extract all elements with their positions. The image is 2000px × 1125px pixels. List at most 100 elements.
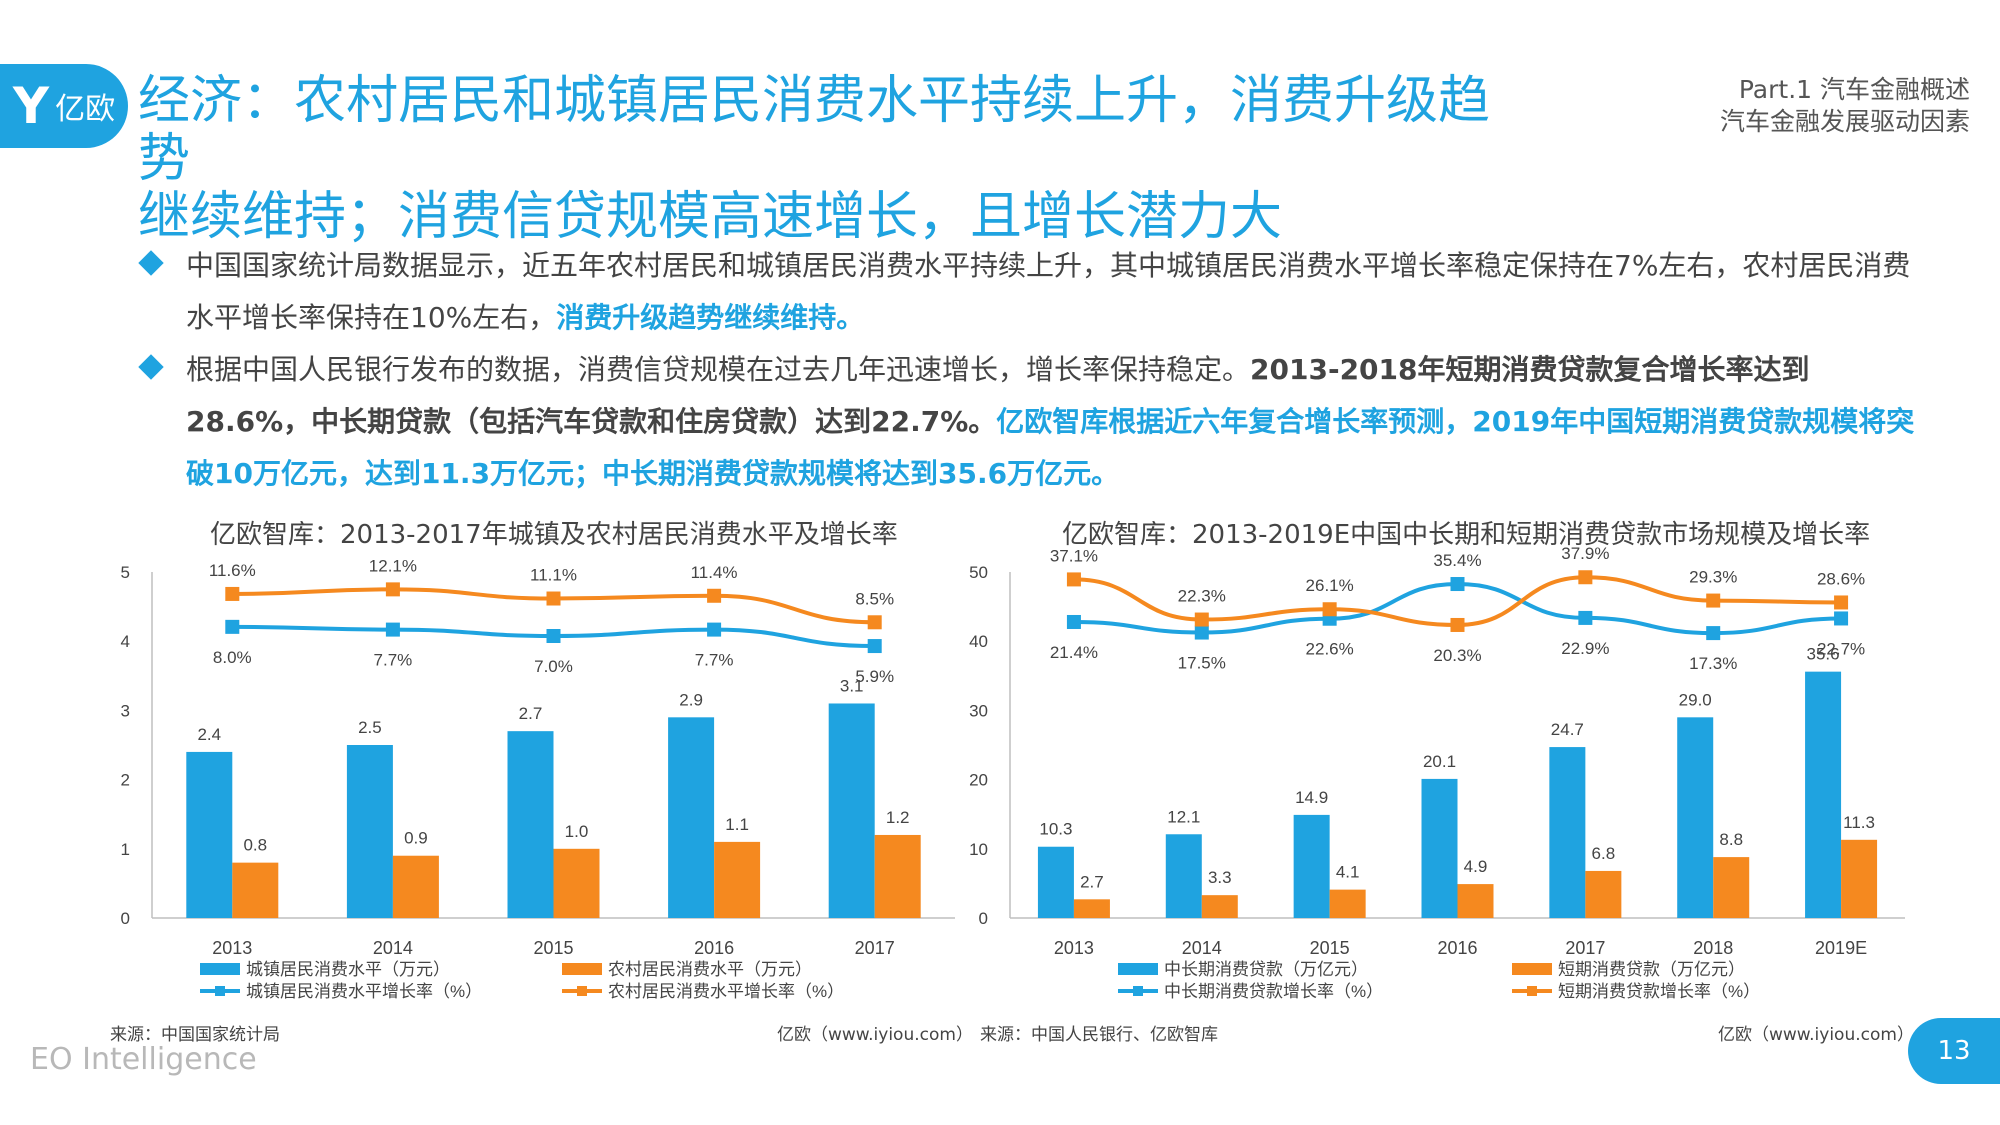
chart-2-y-tick: 50 [969,563,988,582]
bullet-item-1: 中国国家统计局数据显示，近五年农村居民和城镇居民消费水平持续上升，其中城镇居民消… [138,240,1920,344]
chart-2-bar [1457,884,1494,918]
chart-2-bar-label: 11.3 [1843,813,1875,832]
chart-2-line-point [1578,570,1593,585]
bullet-1-text: 中国国家统计局数据显示，近五年农村居民和城镇居民消费水平持续上升，其中城镇居民消… [186,249,1911,334]
chart-2-title: 亿欧智库：2013-2019E中国中长期和短期消费贷款市场规模及增长率 [1062,520,1871,550]
chart-2-legend-label: 中长期消费贷款（万亿元） [1164,960,1368,979]
chart-1-y-tick: 0 [121,909,130,928]
chart-1-line-point [225,619,240,634]
chart-2-legend-line-marker [1133,986,1143,996]
chart-1-y-tick: 5 [121,563,130,582]
bullet-2-highlight: 亿欧智库根据近六年复合增长率预测，2019年中国短期消费贷款规模将突破10万亿元… [186,405,1915,490]
chart-1-line-label: 8.0% [213,648,252,667]
chart-2-x-tick: 2018 [1693,938,1733,958]
chart-2-bar [1585,870,1622,918]
chart-2-y-tick: 20 [969,771,988,790]
chart-2-x-tick: 2014 [1182,938,1222,958]
chart-2-line-label: 29.3% [1689,568,1737,587]
chart-1-bar-label: 2.7 [519,704,543,723]
page-title: 经济：农村居民和城镇居民消费水平持续上升，消费升级趋势 继续维持；消费信贷规模高… [138,72,1518,246]
bullet-list: 中国国家统计局数据显示，近五年农村居民和城镇居民消费水平持续上升，其中城镇居民消… [138,240,1920,500]
chart-2-line-point [1706,593,1721,608]
chart-1-line-point [707,622,722,637]
chart-1-bar-label: 0.8 [243,836,267,855]
chart-2-line-label: 28.6% [1817,569,1865,588]
chart-1-line-label: 12.1% [369,556,417,575]
chart-2-line-label: 26.1% [1306,576,1354,595]
chart-1-y-tick: 1 [121,840,130,859]
chart-1-bar-label: 2.9 [679,690,703,709]
chart-1-bar-label: 3.1 [840,676,864,695]
section-name: 汽车金融发展驱动因素 [1719,107,1970,136]
chart-2-bar-label: 10.3 [1039,820,1072,839]
chart-1-source: 来源：中国国家统计局 [110,1025,280,1045]
chart-2-bar [1073,899,1110,918]
chart-2-bar [1841,839,1878,918]
chart-1-legend-label: 城镇居民消费水平（万元） [246,960,450,979]
title-line-1: 经济：农村居民和城镇居民消费水平持续上升，消费升级趋势 [138,71,1491,189]
bullet-2-bold: 2013-2018年短期消费贷款复合增长率达到28.6%，中长期贷款（包括汽车贷… [186,353,1810,438]
chart-2-line-label: 35.4% [1433,551,1481,570]
chart-2-bar [1201,895,1238,918]
chart-2-legend-label: 中长期消费贷款增长率（%） [1164,982,1383,1001]
chart-1-legend-line-marker [577,986,587,996]
chart-2-line-point [1194,612,1209,627]
chart-1-line-point [225,586,240,601]
chart-1-line-point [867,639,882,654]
chart-2-bar-label: 12.1 [1167,807,1200,826]
chart-2-x-tick: 2015 [1310,938,1350,958]
chart-2-bar [1421,778,1458,918]
bullet-item-2: 根据中国人民银行发布的数据，消费信贷规模在过去几年迅速增长，增长率保持稳定。20… [138,344,1920,500]
chart-2-x-tick: 2013 [1054,938,1094,958]
chart-2-line-label: 17.3% [1689,654,1737,673]
chart-2-bar [1805,671,1842,918]
chart-1-x-tick: 2017 [855,938,895,958]
chart-1-line-point [546,629,561,643]
chart-2-bar-label: 4.9 [1464,857,1488,876]
chart-2-credit: 亿欧（www.iyiou.com） [1718,1025,1914,1045]
chart-1-line-label: 5.9% [855,667,894,686]
chart-1-bar [186,751,233,918]
chart-1-y-tick: 2 [121,771,130,790]
chart-1-line-point [385,582,400,597]
chart-2-line-label: 22.6% [1306,640,1354,659]
chart-2-bar-label: 6.8 [1592,844,1616,863]
chart-1-legend-line-marker [215,986,225,996]
chart-2-bar-label: 8.8 [1719,830,1743,849]
chart-2-line-point [1578,610,1593,625]
chart-2-x-tick: 2017 [1565,938,1605,958]
chart-2-bar-label: 29.0 [1679,690,1712,709]
chart-2-line-point [1834,611,1849,626]
chart-1-y-tick: 4 [121,632,130,651]
chart-2-line-label: 22.3% [1178,587,1226,606]
chart-2-x-tick: 2016 [1437,938,1477,958]
chart-2-bar [1677,717,1714,918]
chart-2-legend-bar-swatch [1118,963,1158,975]
chart-1-legend-label: 农村居民消费水平增长率（%） [608,982,844,1001]
chart-2-bar [1165,834,1202,918]
chart-2-y-tick: 10 [969,840,988,859]
chart-2-line-label: 22.7% [1817,639,1865,658]
chart-2-line-point [1066,614,1081,629]
chart-2-line-label: 20.3% [1433,646,1481,665]
chart-2-source: 来源：中国人民银行、亿欧智库 [980,1025,1218,1045]
chart-2-bar [1329,889,1366,918]
chart-2-legend-bar-swatch [1512,963,1552,975]
chart-2-line-point [1194,625,1209,640]
chart-1-legend-bar-swatch [562,963,602,975]
bullet-1-highlight: 消费升级趋势继续维持。 [556,301,865,334]
chart-1-bar [668,717,715,918]
chart-1-bar [828,703,875,918]
chart-2-line-point [1834,595,1849,610]
chart-1-bar [874,834,921,918]
section-label: Part.1 汽车金融概述 汽车金融发展驱动因素 [1720,74,1970,138]
chart-2-bar [1713,857,1750,918]
chart-2-line-point [1450,617,1465,632]
chart-1-line-label: 8.5% [855,589,894,608]
chart-1-line-point [385,622,400,637]
chart-2-legend-line-marker [1527,986,1537,996]
chart-1-bar [392,855,439,918]
chart-1-line-label: 11.1% [530,566,577,585]
chart-1-legend-label: 农村居民消费水平（万元） [608,960,812,979]
